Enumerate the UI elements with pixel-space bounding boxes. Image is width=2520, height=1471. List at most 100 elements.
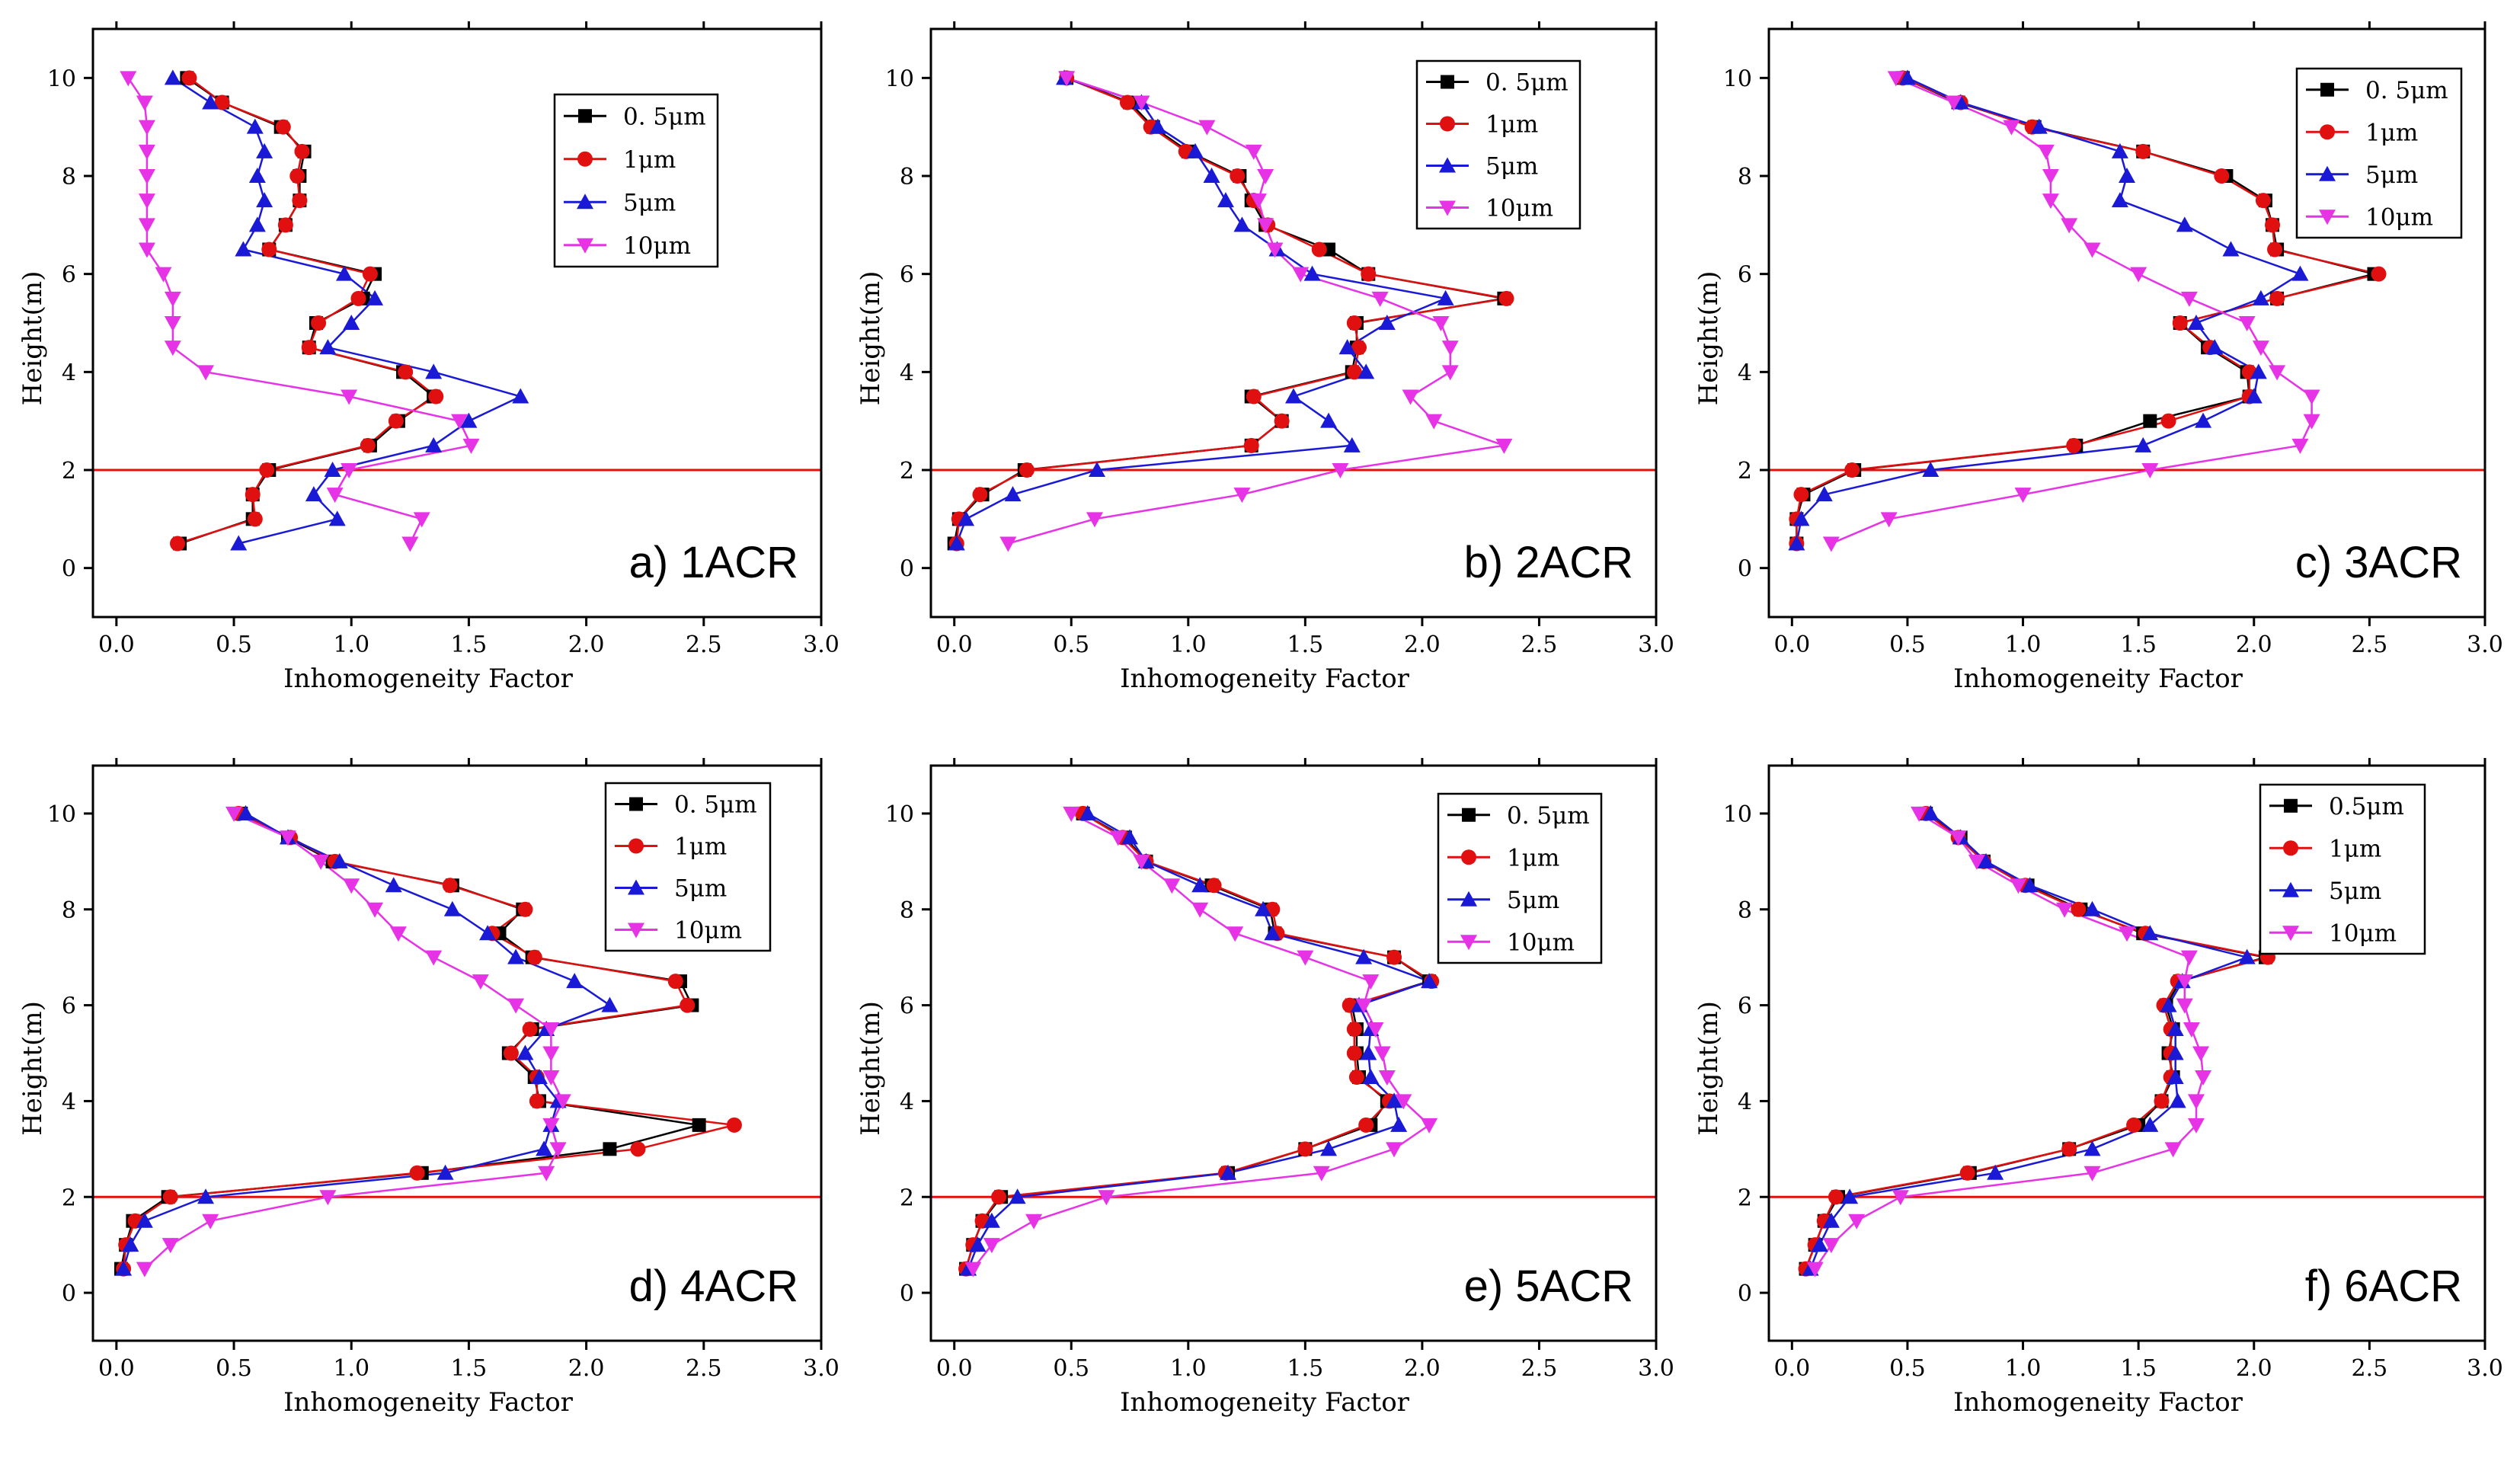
- legend-label: 1μm: [1507, 844, 1559, 871]
- data-point: [2303, 389, 2320, 405]
- data-point: [162, 1189, 178, 1205]
- x-tick-label: 1.5: [1287, 1355, 1323, 1382]
- legend-marker: [628, 838, 644, 854]
- data-point: [1257, 218, 1274, 234]
- data-point: [2222, 241, 2240, 257]
- data-point: [2021, 877, 2039, 893]
- data-point: [2183, 1022, 2200, 1038]
- data-point: [366, 289, 384, 305]
- y-tick-label: 10: [885, 66, 914, 92]
- data-point: [1351, 340, 1367, 356]
- data-point: [225, 806, 243, 822]
- data-point: [2010, 878, 2027, 894]
- x-axis-label: Inhomogeneity Factor: [1120, 664, 1410, 694]
- y-axis-label: Height(m): [18, 271, 48, 406]
- data-point: [1495, 438, 1513, 454]
- data-point: [259, 462, 275, 478]
- data-point: [138, 144, 155, 160]
- x-tick-label: 1.5: [2120, 1355, 2157, 1382]
- data-point: [324, 462, 341, 477]
- data-point: [197, 1188, 215, 1204]
- data-point: [319, 1190, 337, 1206]
- plot-frame: [91, 27, 823, 619]
- data-point: [1119, 94, 1135, 110]
- y-tick-label: 4: [62, 1089, 76, 1115]
- data-point: [230, 535, 248, 551]
- x-tick-label: 2.5: [686, 632, 722, 658]
- y-tick-label: 8: [900, 897, 914, 924]
- legend-label: 1μm: [623, 146, 676, 174]
- x-tick-label: 0.0: [98, 1355, 135, 1382]
- data-point: [1841, 1188, 1859, 1204]
- data-point: [1187, 142, 1204, 158]
- legend-label: 10μm: [674, 917, 742, 945]
- data-point: [948, 535, 965, 551]
- data-point: [2160, 996, 2177, 1012]
- series-line: [1796, 77, 2374, 544]
- data-point: [1386, 1142, 1403, 1158]
- data-point: [1968, 854, 1985, 870]
- x-tick-label: 3.0: [2467, 1355, 2503, 1382]
- data-point: [443, 900, 461, 916]
- data-point: [1025, 1214, 1043, 1230]
- data-point: [2169, 1092, 2186, 1108]
- data-point: [343, 315, 360, 330]
- series-line: [1796, 77, 2379, 544]
- data-point: [343, 878, 360, 894]
- data-point: [1220, 1164, 1237, 1180]
- legend: 0. 5μm 1μm 5μm 10μm: [1437, 792, 1603, 964]
- data-point: [2141, 463, 2159, 478]
- legend-marker: [2283, 840, 2298, 856]
- legend-marker: [1460, 891, 1477, 907]
- data-point: [138, 242, 155, 258]
- data-point: [507, 998, 525, 1014]
- data-point: [1355, 948, 1373, 964]
- data-point: [1880, 512, 1898, 528]
- x-tick-label: 0.5: [1053, 632, 1089, 658]
- data-point: [245, 487, 261, 503]
- data-point: [2187, 1094, 2205, 1110]
- data-point: [1264, 925, 1281, 941]
- y-tick-label: 10: [47, 66, 76, 92]
- x-tick-label: 3.0: [1638, 632, 1674, 658]
- data-point: [603, 1142, 617, 1156]
- x-tick-label: 3.0: [2467, 632, 2503, 658]
- y-tick-label: 10: [885, 801, 914, 828]
- plot-frame: [1767, 764, 2486, 1342]
- series-line: [1814, 812, 2205, 1270]
- data-point: [2083, 900, 2101, 916]
- data-point: [164, 341, 181, 357]
- legend-label: 0. 5μm: [1507, 802, 1590, 830]
- data-point: [1230, 168, 1246, 184]
- data-point: [1203, 168, 1220, 183]
- data-point: [1378, 315, 1396, 330]
- data-point: [969, 1236, 987, 1252]
- x-tick-label: 2.5: [1521, 632, 1558, 658]
- data-point: [2214, 168, 2230, 184]
- legend-marker: [1462, 807, 1476, 822]
- data-point: [2083, 1166, 2101, 1182]
- y-tick-label: 6: [1738, 262, 1752, 289]
- data-point: [1274, 413, 1290, 429]
- data-point: [1348, 1069, 1364, 1085]
- x-tick-label: 1.0: [1170, 632, 1207, 658]
- data-point: [247, 511, 263, 527]
- legend: 0. 5μm 1μm 5μm 10μm: [1415, 59, 1581, 230]
- data-point: [2141, 925, 2159, 941]
- data-point: [2111, 142, 2128, 158]
- data-point: [1098, 1190, 1115, 1206]
- data-point: [726, 1117, 742, 1133]
- data-point: [197, 365, 215, 381]
- data-point: [1346, 364, 1362, 380]
- data-point: [2066, 437, 2082, 453]
- x-axis-label: Inhomogeneity Factor: [283, 664, 574, 694]
- legend-box: [604, 782, 772, 952]
- data-point: [2037, 144, 2055, 160]
- data-point: [2135, 143, 2151, 159]
- data-point: [1911, 806, 1928, 822]
- x-tick-label: 1.5: [1287, 632, 1323, 658]
- data-point: [136, 95, 153, 111]
- data-point: [542, 1070, 560, 1086]
- data-point: [1058, 71, 1076, 87]
- data-point: [1498, 290, 1514, 306]
